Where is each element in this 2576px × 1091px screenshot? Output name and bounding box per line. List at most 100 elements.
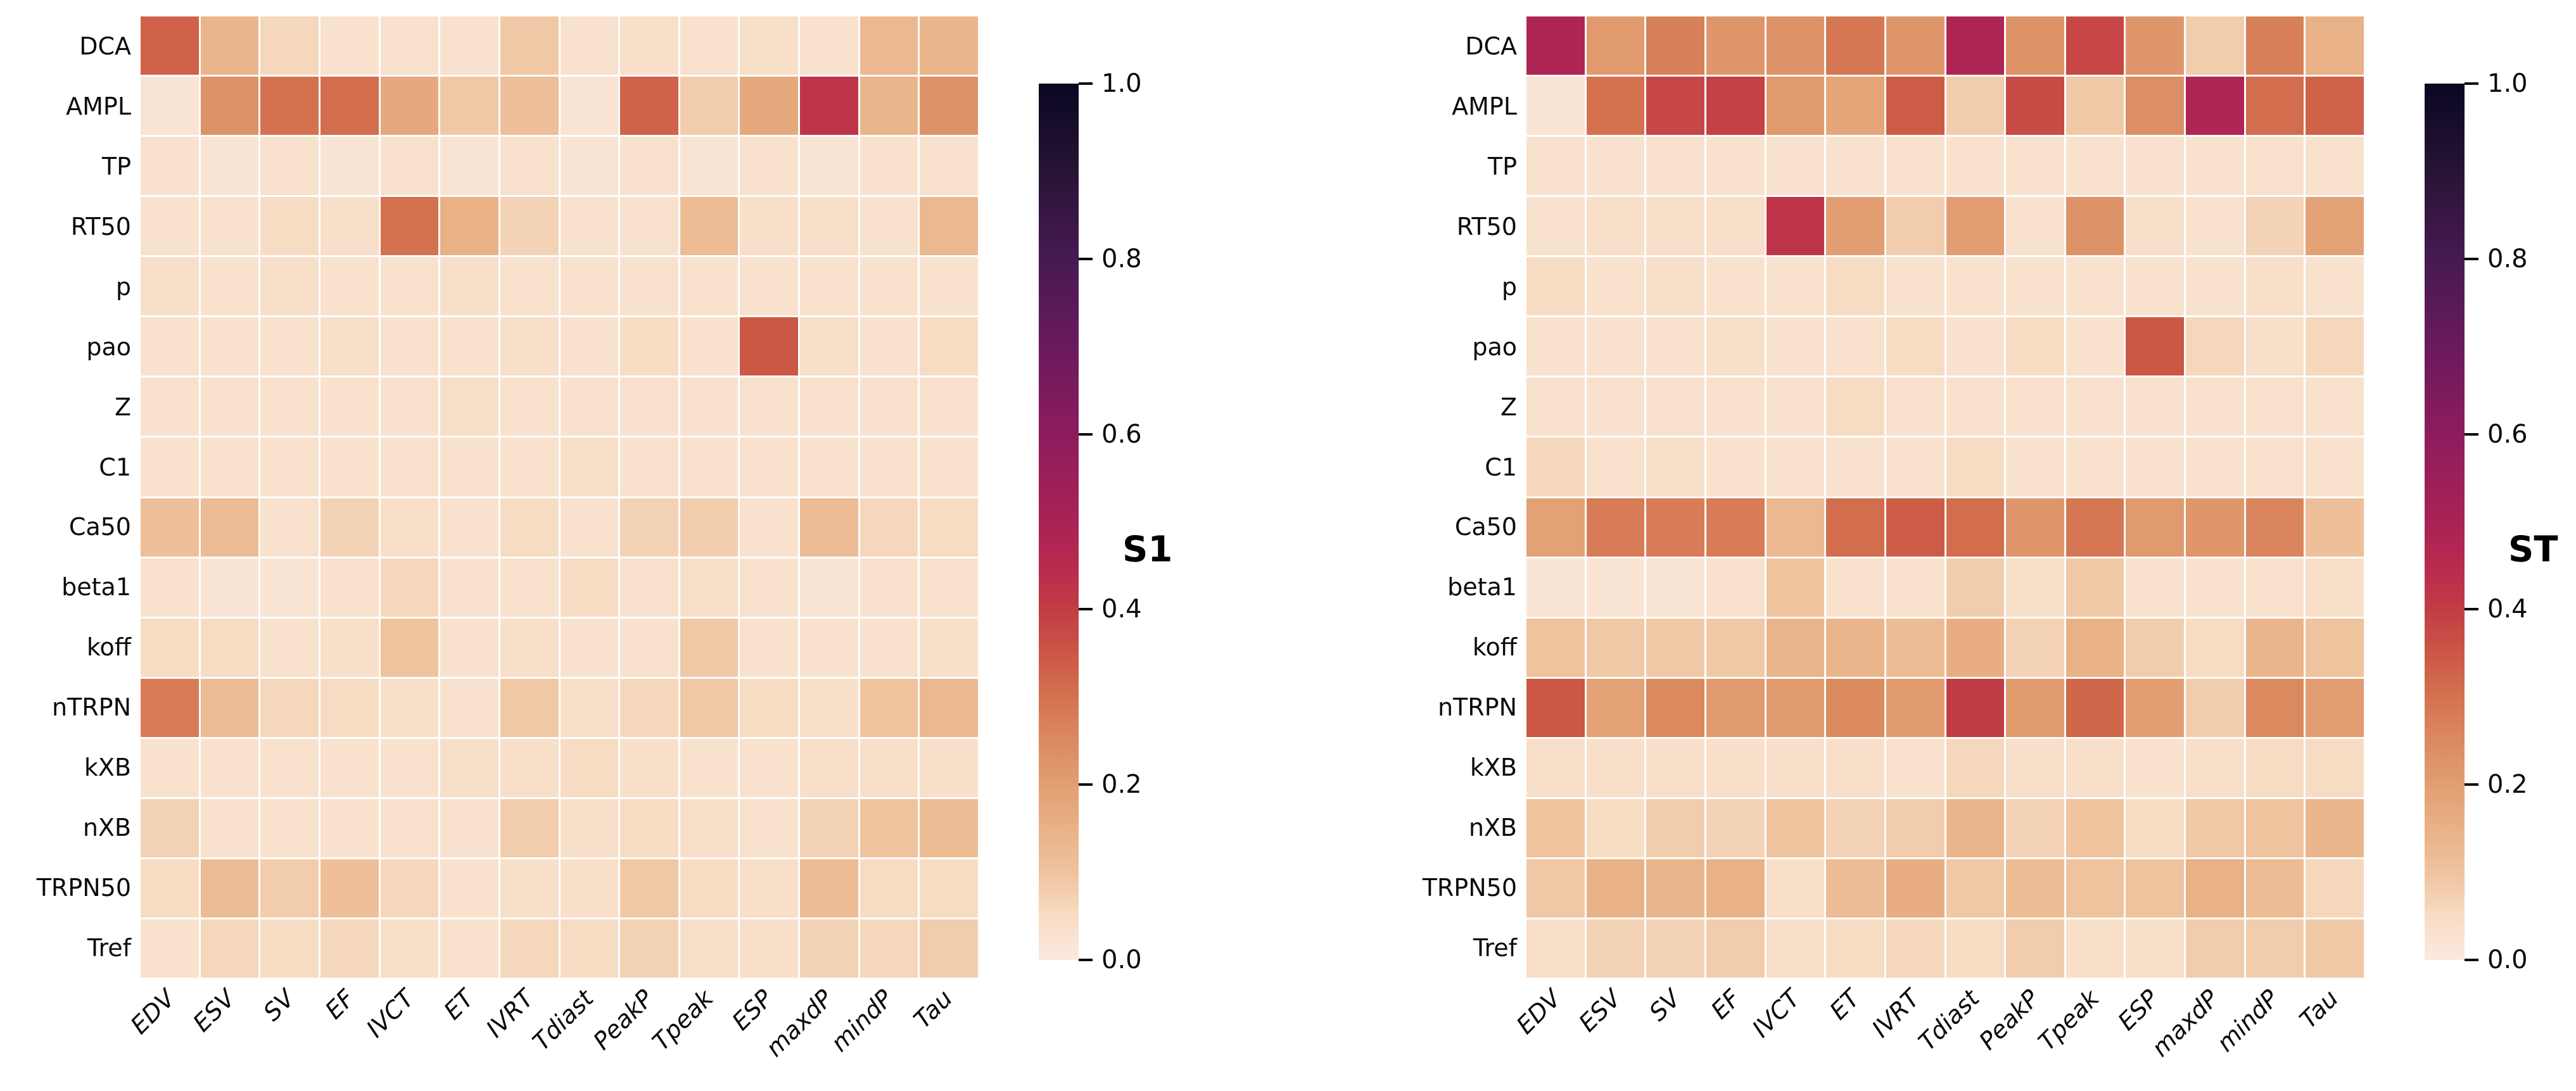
heatmap-cell xyxy=(320,16,379,75)
heatmap-cell xyxy=(2186,618,2244,677)
heatmap-cell xyxy=(380,16,439,75)
heatmap-cell xyxy=(680,738,739,797)
col-label: PeakP xyxy=(588,984,659,1056)
heatmap-cell xyxy=(1766,859,1825,918)
heatmap-cell xyxy=(200,438,259,496)
heatmap-cell xyxy=(440,919,498,978)
heatmap-cell xyxy=(740,377,799,436)
heatmap-cell xyxy=(740,77,799,136)
heatmap-cell xyxy=(560,859,619,918)
heatmap-cell xyxy=(920,16,978,75)
heatmap-cell xyxy=(740,257,799,316)
heatmap-cell xyxy=(260,558,319,617)
heatmap-cell xyxy=(1646,16,1704,75)
heatmap-cell xyxy=(2245,137,2304,196)
heatmap-cell xyxy=(380,618,439,677)
heatmap-cell xyxy=(2006,919,2064,978)
heatmap-cell xyxy=(1946,317,2005,376)
heatmap-cell xyxy=(1946,498,2005,557)
heatmap-cell xyxy=(680,257,739,316)
heatmap-cell xyxy=(2006,859,2064,918)
heatmap-cell xyxy=(2186,438,2244,496)
heatmap-cell xyxy=(1946,678,2005,737)
heatmap-cell xyxy=(2245,618,2304,677)
heatmap-cell xyxy=(2245,257,2304,316)
heatmap-cell xyxy=(2186,77,2244,136)
heatmap-cell xyxy=(1526,16,1585,75)
heatmap-cell xyxy=(1526,859,1585,918)
row-label: kXB xyxy=(1469,753,1517,781)
heatmap-cell xyxy=(320,859,379,918)
heatmap-cell xyxy=(141,317,199,376)
heatmap-cell xyxy=(2186,919,2244,978)
heatmap-cell xyxy=(260,618,319,677)
heatmap-cell xyxy=(1646,257,1704,316)
heatmap-cell xyxy=(560,16,619,75)
heatmap-cell xyxy=(200,77,259,136)
col-label: EDV xyxy=(125,984,181,1040)
heatmap-cell xyxy=(380,738,439,797)
heatmap-cell xyxy=(860,798,918,857)
heatmap-cell xyxy=(1886,257,1945,316)
heatmap-cell xyxy=(1766,798,1825,857)
heatmap-cell xyxy=(860,498,918,557)
heatmap-cell xyxy=(1706,317,1765,376)
heatmap-cell xyxy=(500,438,559,496)
heatmap-cell xyxy=(920,558,978,617)
heatmap-cell xyxy=(920,77,978,136)
heatmap-cell xyxy=(320,618,379,677)
heatmap-cell xyxy=(1946,919,2005,978)
colorbar-tick xyxy=(2465,608,2478,611)
row-label: AMPL xyxy=(66,92,131,121)
heatmap-cell xyxy=(560,438,619,496)
heatmap-cell xyxy=(1946,618,2005,677)
heatmap-cell xyxy=(680,678,739,737)
heatmap-cell xyxy=(141,919,199,978)
heatmap-cell xyxy=(320,257,379,316)
heatmap-cell xyxy=(920,859,978,918)
heatmap-cell xyxy=(1766,257,1825,316)
heatmap-cell xyxy=(740,16,799,75)
heatmap-cell xyxy=(440,257,498,316)
heatmap-cell xyxy=(2186,16,2244,75)
colorbar-tick-label: 1.0 xyxy=(1101,69,1142,98)
heatmap-cell xyxy=(620,377,678,436)
heatmap-cell xyxy=(560,377,619,436)
heatmap-cell xyxy=(560,197,619,256)
heatmap-cell xyxy=(1706,618,1765,677)
heatmap-cell xyxy=(2245,738,2304,797)
heatmap-cell xyxy=(620,859,678,918)
row-label: RT50 xyxy=(1456,213,1517,241)
row-label: pao xyxy=(1472,332,1517,361)
heatmap-cell xyxy=(800,859,858,918)
heatmap-cell xyxy=(2306,137,2364,196)
heatmap-cell xyxy=(2306,558,2364,617)
heatmap-cell xyxy=(440,558,498,617)
heatmap-cell xyxy=(560,77,619,136)
heatmap-cell xyxy=(1826,16,1884,75)
heatmap-cell xyxy=(1526,798,1585,857)
heatmap-cell xyxy=(200,498,259,557)
heatmap-cell xyxy=(740,438,799,496)
heatmap-cell xyxy=(2306,257,2364,316)
heatmap-cell xyxy=(380,919,439,978)
heatmap-cell xyxy=(2126,137,2185,196)
col-label: mindP xyxy=(2211,984,2284,1057)
row-label: Tref xyxy=(1473,933,1517,962)
heatmap-cell xyxy=(2186,257,2244,316)
heatmap-cell xyxy=(800,257,858,316)
heatmap-cell xyxy=(260,678,319,737)
heatmap-cell xyxy=(2065,678,2124,737)
heatmap-cell xyxy=(680,317,739,376)
heatmap-cell xyxy=(260,16,319,75)
heatmap-cell xyxy=(920,738,978,797)
heatmap-cell xyxy=(620,77,678,136)
heatmap-cell xyxy=(620,738,678,797)
col-label: Tdiast xyxy=(527,984,599,1056)
row-label: DCA xyxy=(79,32,131,61)
heatmap-cell xyxy=(500,257,559,316)
heatmap-cell xyxy=(1766,377,1825,436)
heatmap-cell xyxy=(1766,618,1825,677)
heatmap-cell xyxy=(1766,919,1825,978)
heatmap-cell xyxy=(1706,798,1765,857)
